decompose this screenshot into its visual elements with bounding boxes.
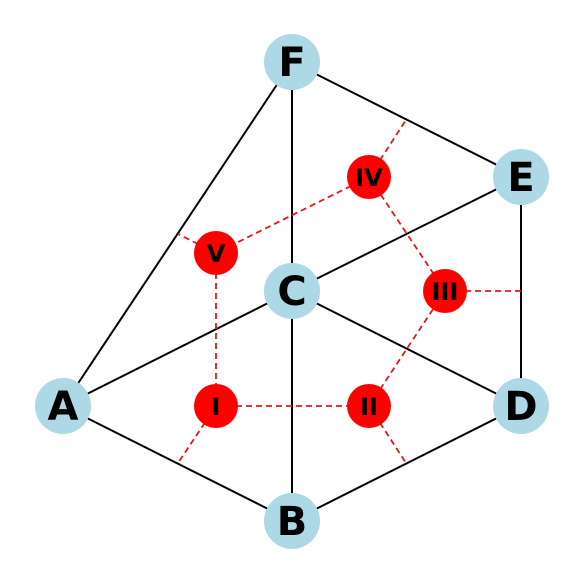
primal-edge-a-c bbox=[62, 290, 293, 407]
dual-node-label: IV bbox=[355, 164, 383, 192]
primal-node-e: E bbox=[493, 149, 549, 205]
dual-node-circle bbox=[194, 384, 238, 428]
dual-node-iv: IV bbox=[347, 155, 391, 199]
dual-node-v: V bbox=[194, 231, 238, 275]
primal-nodes: A B C D E F bbox=[35, 34, 549, 549]
primal-node-label: B bbox=[277, 499, 308, 545]
primal-node-a: A bbox=[35, 378, 91, 434]
primal-node-d: D bbox=[493, 378, 549, 434]
primal-node-circle bbox=[264, 493, 320, 549]
dual-node-circle bbox=[347, 155, 391, 199]
primal-node-label: D bbox=[504, 384, 537, 430]
primal-edge-c-d bbox=[291, 290, 522, 407]
primal-node-circle bbox=[493, 149, 549, 205]
primal-node-label: A bbox=[48, 384, 79, 430]
dual-node-iii: III bbox=[423, 269, 467, 313]
primal-node-circle bbox=[35, 378, 91, 434]
dual-node-circle bbox=[423, 269, 467, 313]
primal-node-circle bbox=[264, 34, 320, 90]
primal-node-b: B bbox=[264, 493, 320, 549]
dual-node-label: I bbox=[212, 393, 221, 421]
dual-node-label: II bbox=[360, 393, 378, 421]
primal-node-circle bbox=[264, 263, 320, 319]
dual-edge-iii-iv bbox=[368, 176, 446, 292]
primal-edge-a-f bbox=[62, 61, 293, 407]
primal-edge-e-f bbox=[291, 61, 522, 178]
primal-edge-b-d bbox=[291, 405, 522, 522]
dual-node-circle bbox=[347, 384, 391, 428]
dual-node-i: I bbox=[194, 384, 238, 428]
primal-node-f: F bbox=[264, 34, 320, 90]
dual-node-ii: II bbox=[347, 384, 391, 428]
dual-node-label: III bbox=[432, 278, 459, 306]
primal-edge-a-b bbox=[62, 405, 293, 522]
primal-edge-c-e bbox=[291, 176, 522, 292]
dual-node-circle bbox=[194, 231, 238, 275]
primal-node-label: F bbox=[278, 40, 305, 86]
primal-node-label: E bbox=[507, 155, 534, 201]
dual-node-label: V bbox=[207, 240, 226, 268]
primal-node-c: C bbox=[264, 263, 320, 319]
primal-node-circle bbox=[493, 378, 549, 434]
primal-node-label: C bbox=[277, 269, 306, 315]
dual-edge-ii-iii bbox=[368, 290, 446, 407]
dual-edge-iv-v bbox=[215, 176, 370, 254]
